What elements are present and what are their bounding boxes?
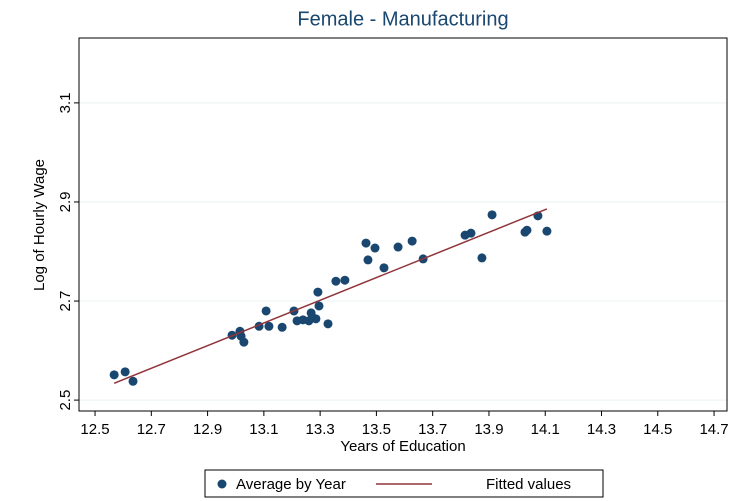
scatter-point (314, 301, 324, 311)
scatter-point (522, 225, 532, 235)
legend-marker (217, 479, 227, 489)
y-tick-label: 3.1 (57, 92, 74, 113)
legend-label: Fitted values (486, 476, 571, 493)
scatter-point (109, 370, 119, 380)
chart-title: Female - Manufacturing (297, 8, 508, 30)
scatter-point (120, 367, 130, 377)
x-tick-label: 13.3 (306, 421, 335, 438)
x-tick-label: 13.9 (474, 421, 503, 438)
scatter-point (477, 253, 487, 263)
x-tick-label: 14.5 (643, 421, 672, 438)
plot-frame (78, 37, 728, 412)
y-tick-label: 2.9 (57, 192, 74, 213)
scatter-point (379, 263, 389, 273)
scatter-point (340, 275, 350, 285)
x-tick-label: 12.5 (80, 421, 109, 438)
x-tick-label: 14.1 (531, 421, 560, 438)
y-axis-label: Log of Hourly Wage (31, 159, 48, 291)
scatter-point (363, 255, 373, 265)
scatter-point (361, 238, 371, 248)
scatter-point (370, 243, 380, 253)
scatter-point (542, 226, 552, 236)
scatter-point (487, 210, 497, 220)
x-tick-label: 13.5 (362, 421, 391, 438)
scatter-point (466, 228, 476, 238)
x-tick-label: 12.7 (137, 421, 166, 438)
scatter-point (128, 376, 138, 386)
scatter-point (393, 242, 403, 252)
y-tick-label: 2.7 (57, 291, 74, 312)
scatter-point (261, 306, 271, 316)
scatter-point (407, 236, 417, 246)
x-tick-label: 14.3 (587, 421, 616, 438)
scatter-point (277, 322, 287, 332)
scatter-point (331, 276, 341, 286)
scatter-point (311, 314, 321, 324)
legend-label: Average by Year (236, 476, 346, 493)
x-tick-label: 13.1 (249, 421, 278, 438)
y-tick-label: 2.5 (57, 390, 74, 411)
x-tick-label: 13.7 (418, 421, 447, 438)
x-tick-label: 14.7 (699, 421, 728, 438)
scatter-point (239, 337, 249, 347)
x-tick-label: 12.9 (193, 421, 222, 438)
fitted-line (113, 208, 548, 384)
x-axis-label: Years of Education (340, 438, 465, 455)
scatter-point (313, 287, 323, 297)
scatter-point (264, 321, 274, 331)
scatter-point (323, 319, 333, 329)
